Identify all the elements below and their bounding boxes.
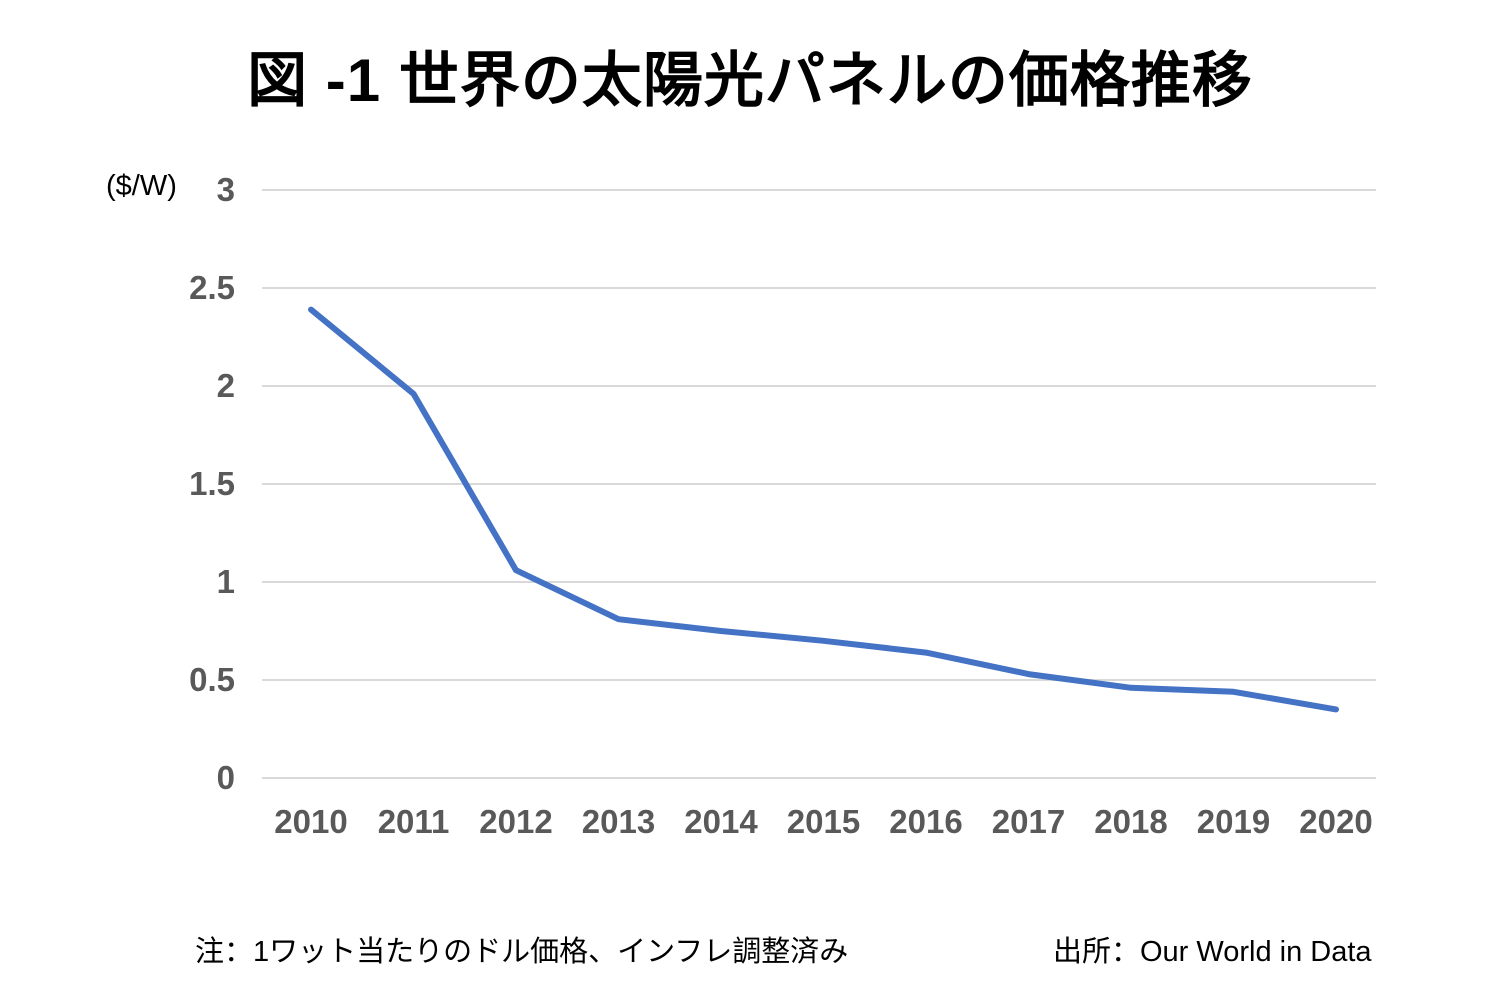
gridline <box>262 189 1376 191</box>
y-tick-label: 1.5 <box>189 465 235 502</box>
x-tick-label: 2016 <box>889 803 963 840</box>
plot-area <box>262 189 1376 779</box>
x-tick-label: 2013 <box>581 803 656 840</box>
x-tick-label: 2018 <box>1094 803 1168 840</box>
x-tick-label: 2019 <box>1196 803 1271 840</box>
y-tick-label: 0.5 <box>189 661 235 698</box>
x-tick-label: 2010 <box>274 803 348 840</box>
y-tick-label: 2 <box>216 367 235 404</box>
x-tick-label: 2014 <box>684 803 758 840</box>
y-tick-label: 3 <box>216 171 235 208</box>
x-tick-label: 2012 <box>479 803 553 840</box>
gridline <box>262 287 1376 289</box>
x-tick-label: 2011 <box>377 803 450 840</box>
x-tick-label: 2017 <box>991 803 1066 840</box>
x-tick-label: 2020 <box>1299 803 1373 840</box>
y-tick-label: 0 <box>216 759 235 796</box>
footnote: 注：1ワット当たりのドル価格、インフレ調整済み <box>195 936 849 968</box>
y-tick-label: 1 <box>216 563 235 600</box>
y-axis-unit-label: ($/W) <box>106 170 177 202</box>
gridline <box>262 483 1376 485</box>
gridline <box>262 777 1376 779</box>
y-tick-label: 2.5 <box>189 269 235 306</box>
price-line <box>308 306 1339 713</box>
gridline <box>262 581 1376 583</box>
x-tick-label: 2015 <box>786 803 861 840</box>
gridline <box>262 385 1376 387</box>
chart-title: 図 -1 世界の太陽光パネルの価格推移 <box>247 47 1253 114</box>
source-note: 出所：Our World in Data <box>1053 936 1372 968</box>
gridline <box>262 679 1376 681</box>
price-line-series <box>308 306 1339 713</box>
